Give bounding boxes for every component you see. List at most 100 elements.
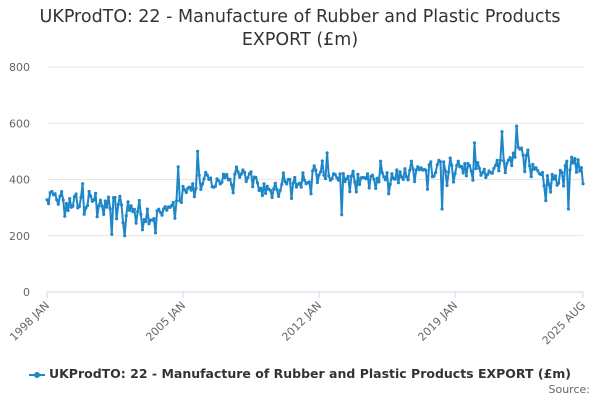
- data-point[interactable]: [448, 156, 452, 160]
- data-point[interactable]: [519, 146, 524, 150]
- data-point[interactable]: [213, 184, 217, 188]
- data-point[interactable]: [174, 199, 179, 203]
- data-point[interactable]: [357, 182, 362, 187]
- data-point[interactable]: [157, 207, 161, 211]
- data-point[interactable]: [234, 165, 239, 169]
- data-point[interactable]: [246, 176, 250, 180]
- data-point[interactable]: [293, 175, 297, 180]
- data-point[interactable]: [123, 234, 127, 238]
- data-point[interactable]: [414, 168, 418, 172]
- data-point[interactable]: [388, 182, 392, 186]
- data-point[interactable]: [95, 215, 99, 219]
- data-point[interactable]: [553, 174, 558, 178]
- data-point[interactable]: [45, 198, 49, 202]
- data-point[interactable]: [542, 184, 546, 188]
- data-point[interactable]: [563, 164, 567, 168]
- data-point[interactable]: [259, 186, 263, 190]
- data-point[interactable]: [244, 179, 248, 184]
- data-point[interactable]: [424, 168, 428, 172]
- data-point[interactable]: [474, 167, 478, 171]
- data-point[interactable]: [372, 177, 376, 182]
- data-point[interactable]: [341, 172, 345, 176]
- data-point[interactable]: [435, 163, 439, 167]
- data-point[interactable]: [565, 159, 569, 163]
- data-point[interactable]: [322, 173, 326, 177]
- data-point[interactable]: [254, 175, 258, 179]
- data-point[interactable]: [544, 199, 548, 203]
- data-point[interactable]: [502, 159, 506, 163]
- data-point[interactable]: [481, 171, 485, 175]
- data-point[interactable]: [353, 180, 357, 184]
- data-point[interactable]: [265, 184, 269, 188]
- data-point[interactable]: [68, 197, 72, 201]
- data-point[interactable]: [445, 183, 449, 188]
- data-point[interactable]: [570, 155, 574, 159]
- data-point[interactable]: [404, 175, 409, 179]
- data-point[interactable]: [346, 174, 350, 178]
- data-point[interactable]: [409, 159, 413, 163]
- data-point[interactable]: [562, 184, 566, 188]
- data-point[interactable]: [144, 219, 148, 224]
- data-point[interactable]: [566, 207, 571, 211]
- data-point[interactable]: [396, 181, 400, 185]
- data-point[interactable]: [411, 167, 415, 171]
- data-point[interactable]: [192, 195, 196, 199]
- data-point[interactable]: [72, 194, 77, 199]
- data-point[interactable]: [187, 185, 192, 189]
- data-point[interactable]: [490, 171, 494, 175]
- data-point[interactable]: [202, 177, 206, 181]
- data-point[interactable]: [534, 166, 538, 170]
- data-point[interactable]: [61, 198, 65, 202]
- data-point[interactable]: [510, 164, 514, 168]
- data-point[interactable]: [136, 210, 140, 214]
- data-point[interactable]: [375, 176, 379, 180]
- data-point[interactable]: [278, 188, 282, 193]
- data-point[interactable]: [197, 173, 201, 177]
- data-point[interactable]: [302, 178, 307, 182]
- data-point[interactable]: [579, 166, 584, 170]
- data-point[interactable]: [281, 171, 285, 175]
- data-point[interactable]: [461, 171, 465, 175]
- data-point[interactable]: [492, 166, 496, 170]
- data-point[interactable]: [560, 170, 564, 174]
- data-point[interactable]: [231, 191, 235, 195]
- data-point[interactable]: [557, 181, 561, 185]
- data-point[interactable]: [340, 213, 344, 217]
- data-point[interactable]: [298, 181, 302, 185]
- data-point[interactable]: [116, 202, 120, 206]
- data-point[interactable]: [77, 204, 81, 209]
- data-point[interactable]: [132, 207, 136, 211]
- data-point[interactable]: [98, 198, 102, 202]
- data-point[interactable]: [199, 187, 203, 191]
- data-point[interactable]: [102, 212, 106, 216]
- data-point[interactable]: [262, 182, 266, 186]
- data-point[interactable]: [283, 180, 287, 184]
- data-point[interactable]: [425, 187, 430, 191]
- data-point[interactable]: [220, 180, 224, 184]
- data-point[interactable]: [524, 153, 528, 158]
- data-point[interactable]: [536, 169, 540, 173]
- data-point[interactable]: [291, 181, 295, 185]
- data-point[interactable]: [200, 182, 205, 186]
- data-point[interactable]: [511, 151, 515, 155]
- data-point[interactable]: [472, 141, 477, 145]
- data-point[interactable]: [113, 195, 117, 200]
- data-point[interactable]: [60, 190, 64, 194]
- data-point[interactable]: [264, 191, 268, 195]
- data-point[interactable]: [270, 195, 274, 200]
- series-line[interactable]: [46, 125, 584, 237]
- data-point[interactable]: [272, 187, 276, 191]
- data-point[interactable]: [406, 178, 410, 182]
- data-point[interactable]: [416, 165, 420, 169]
- data-point[interactable]: [191, 182, 195, 186]
- data-point[interactable]: [398, 170, 402, 174]
- data-point[interactable]: [320, 159, 324, 163]
- data-point[interactable]: [498, 158, 502, 162]
- data-point[interactable]: [429, 160, 433, 164]
- data-point[interactable]: [366, 172, 370, 176]
- data-point[interactable]: [578, 169, 582, 173]
- data-point[interactable]: [108, 207, 112, 211]
- data-point[interactable]: [189, 188, 193, 192]
- data-point[interactable]: [521, 153, 525, 157]
- data-point[interactable]: [312, 164, 316, 168]
